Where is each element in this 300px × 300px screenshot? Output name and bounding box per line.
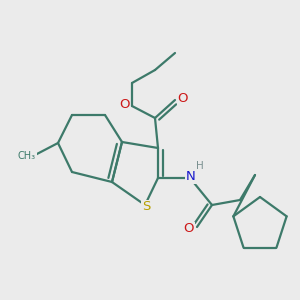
Text: O: O [119, 98, 129, 110]
Text: O: O [184, 223, 194, 236]
Text: CH₃: CH₃ [18, 151, 36, 161]
Text: H: H [196, 161, 204, 171]
Text: N: N [186, 170, 196, 184]
Text: S: S [142, 200, 150, 214]
Text: O: O [178, 92, 188, 106]
